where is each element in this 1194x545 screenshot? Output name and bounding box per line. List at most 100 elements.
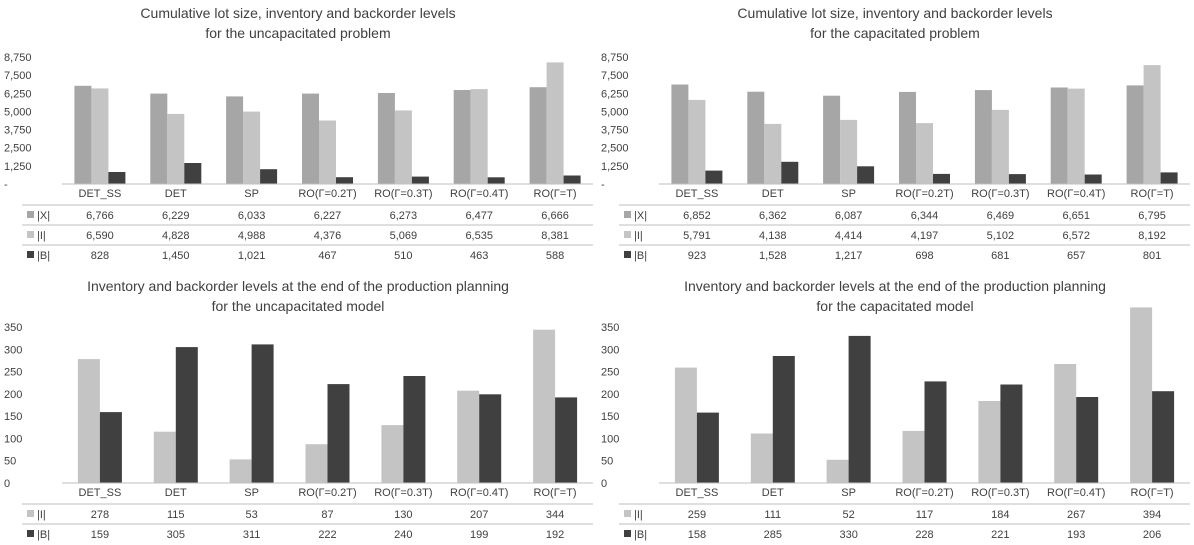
legend-swatch (624, 251, 631, 258)
table-cell-value: 4,376 (314, 230, 342, 242)
bar-i-3 (902, 430, 925, 483)
category-label: DET (762, 188, 784, 200)
bar-b-4 (411, 176, 429, 184)
table-cell-value: 1,217 (835, 250, 863, 262)
table-cell-value: 221 (991, 529, 1009, 541)
table-cell-value: 4,138 (759, 230, 787, 242)
y-tick-label: 1,250 (601, 161, 629, 173)
bar-x-5 (453, 90, 471, 184)
bar-b-1 (772, 356, 795, 483)
bar-x-0 (74, 85, 92, 184)
bar-b-2 (848, 335, 871, 483)
bar-x-5 (1050, 87, 1068, 184)
table-cell-value: 159 (91, 529, 109, 541)
bar-i-4 (978, 401, 1001, 483)
bar-b-3 (933, 173, 950, 184)
table-cell-value: 344 (546, 509, 564, 521)
table-cell-value: 193 (1067, 529, 1085, 541)
bar-x-0 (671, 84, 689, 184)
y-tick-label: 3,750 (4, 125, 32, 137)
series-name: |X| (634, 210, 647, 222)
table-cell-value: 6,766 (86, 210, 114, 222)
chart-svg: Cumulative lot size, inventory and backo… (4, 5, 593, 262)
y-tick-label: 150 (601, 411, 619, 423)
bar-b-2 (251, 344, 274, 483)
y-tick-label: 8,750 (4, 52, 32, 64)
category-label: SP (841, 188, 856, 200)
category-label: RO(Γ=0.3T) (374, 188, 432, 200)
bar-b-2 (857, 166, 875, 184)
category-label: DET_SS (676, 188, 719, 200)
bar-i-2 (840, 119, 858, 184)
category-label: DET (165, 188, 187, 200)
bar-b-1 (184, 163, 202, 184)
bar-b-6 (555, 397, 578, 483)
table-cell-value: 87 (321, 509, 333, 521)
bar-b-5 (487, 177, 505, 184)
bar-i-4 (394, 110, 412, 184)
table-cell-value: 228 (915, 529, 933, 541)
category-label: RO(Γ=0.4T) (450, 487, 508, 499)
series-name: |I| (634, 230, 643, 242)
bar-x-3 (302, 93, 319, 184)
y-tick-label: 100 (4, 433, 22, 445)
bar-i-2 (826, 459, 849, 483)
table-cell-value: 6,469 (987, 210, 1015, 222)
bar-b-1 (781, 161, 799, 184)
y-tick-label: 50 (601, 456, 613, 468)
y-tick-label: 200 (601, 389, 619, 401)
table-cell-value: 111 (764, 509, 781, 521)
table-cell-value: 463 (470, 250, 488, 262)
series-name: |I| (634, 509, 643, 521)
category-label: DET_SS (676, 487, 719, 499)
category-label: RO(Γ=T) (1131, 487, 1174, 499)
series-name: |B| (634, 250, 647, 262)
y-tick-label: 1,250 (4, 161, 32, 173)
table-cell-value: 8,381 (541, 230, 569, 242)
table-cell-value: 6,033 (238, 210, 266, 222)
table-cell-value: 8,192 (1138, 230, 1166, 242)
table-cell-value: 6,227 (314, 210, 342, 222)
table-cell-value: 681 (991, 250, 1009, 262)
bar-x-1 (150, 93, 168, 184)
table-cell-value: 6,852 (683, 210, 711, 222)
table-cell-value: 222 (318, 529, 336, 541)
table-cell-value: 199 (470, 529, 488, 541)
table-cell-value: 1,528 (759, 250, 787, 262)
series-name: |B| (37, 529, 50, 541)
chart-uncapacitated-end-levels: Inventory and backorder levels at the en… (0, 273, 597, 545)
table-cell-value: 285 (764, 529, 782, 541)
category-label: RO(Γ=0.2T) (895, 188, 953, 200)
chart-capacitated-cumulative: Cumulative lot size, inventory and backo… (597, 0, 1194, 272)
bar-b-3 (336, 177, 353, 184)
table-cell-value: 801 (1143, 250, 1161, 262)
table-cell-value: 207 (470, 509, 488, 521)
category-label: RO(Γ=0.4T) (1047, 188, 1105, 200)
y-tick-label: 6,250 (4, 88, 32, 100)
bar-b-0 (108, 172, 126, 184)
table-cell-value: 5,069 (390, 230, 418, 242)
category-label: RO(Γ=0.3T) (971, 487, 1029, 499)
table-cell-value: 6,087 (835, 210, 863, 222)
y-tick-label: 5,000 (4, 106, 32, 118)
bar-i-5 (1067, 88, 1085, 184)
table-cell-value: 259 (688, 509, 706, 521)
table-cell-value: 588 (546, 250, 564, 262)
category-label: DET (165, 487, 187, 499)
table-cell-value: 5,791 (683, 230, 711, 242)
bar-i-1 (750, 433, 773, 483)
table-cell-value: 184 (991, 509, 1009, 521)
category-label: RO(Γ=T) (534, 188, 577, 200)
bar-b-1 (175, 347, 198, 483)
series-name: |B| (634, 529, 647, 541)
y-tick-label: 7,500 (4, 70, 32, 82)
bar-i-6 (1130, 307, 1153, 483)
category-label: SP (244, 188, 259, 200)
bar-b-0 (696, 412, 719, 483)
legend-swatch (624, 530, 631, 537)
category-label: RO(Γ=0.2T) (298, 487, 356, 499)
chart-title-line: for the uncapacitated model (212, 298, 385, 314)
chart-title-line: Cumulative lot size, inventory and backo… (737, 5, 1052, 21)
bar-b-2 (260, 169, 278, 184)
y-tick-label: - (4, 179, 8, 191)
